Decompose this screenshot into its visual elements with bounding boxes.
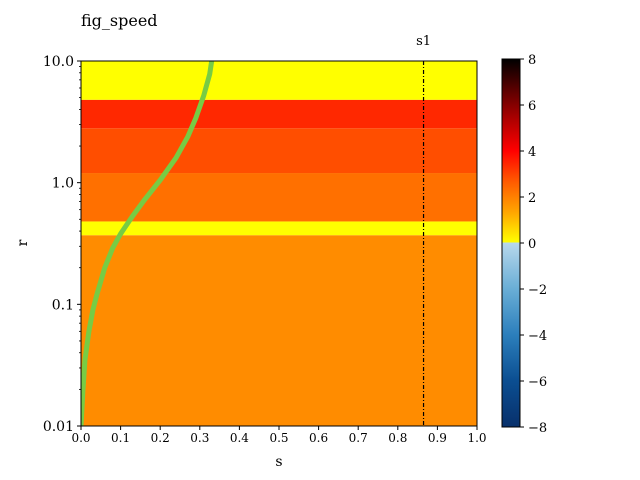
x-tick-label: 0.7 <box>349 431 368 445</box>
colorbar-tick-label: 8 <box>528 53 536 68</box>
colorbar-tick-label: 4 <box>528 145 536 160</box>
plot-area <box>81 61 477 426</box>
x-tick-label: 0.9 <box>428 431 447 445</box>
colorbar-tick-label: −4 <box>528 329 547 344</box>
x-tick-label: 0.0 <box>71 431 90 445</box>
heatmap-band-0 <box>81 235 477 426</box>
x-tick-label: 1.0 <box>467 431 486 445</box>
x-axis: 0.0 0.1 0.2 0.3 0.4 0.5 0.6 0.7 0.8 0.9 1.0 <box>71 426 487 445</box>
heatmap-band-4 <box>81 99 477 129</box>
colorbar-tick-label: −8 <box>528 421 547 436</box>
colorbar-positive-gradient <box>502 59 520 243</box>
colorbar-tick-label: 6 <box>528 99 536 114</box>
y-axis-label: r <box>15 239 31 246</box>
colorbar-tick-label: −6 <box>528 375 547 390</box>
x-axis-label: s <box>275 454 282 470</box>
data-curve <box>81 61 215 426</box>
heatmap-band-2 <box>81 173 477 222</box>
heatmap-bands <box>81 61 477 426</box>
colorbar-tick-label: −2 <box>528 283 547 298</box>
heatmap-band-1 <box>81 221 477 236</box>
colorbar: 8 6 4 2 0 −2 −4 −6 −8 <box>501 53 547 436</box>
heatmap-band-3 <box>81 128 477 174</box>
y-tick-label: 10.0 <box>43 54 74 70</box>
colorbar-ticks: 8 6 4 2 0 −2 −4 −6 −8 <box>520 53 547 436</box>
heatmap-band-5 <box>81 61 477 100</box>
y-tick-label: 0.1 <box>52 297 74 313</box>
y-tick-label: 1.0 <box>52 176 74 192</box>
x-tick-label: 0.5 <box>269 431 288 445</box>
colorbar-tick-label: 2 <box>528 191 536 206</box>
x-tick-label: 0.1 <box>111 431 130 445</box>
x-tick-label: 0.3 <box>190 431 209 445</box>
x-tick-label: 0.2 <box>151 431 170 445</box>
x-tick-label: 0.4 <box>230 431 249 445</box>
x-tick-label: 0.6 <box>309 431 328 445</box>
x-tick-label: 0.8 <box>388 431 407 445</box>
colorbar-tick-label: 0 <box>528 237 536 252</box>
y-tick-label: 0.01 <box>43 419 74 435</box>
chart-title: fig_speed <box>81 11 158 30</box>
s1-label: s1 <box>416 34 431 49</box>
y-axis: 0.01 0.1 1.0 10.0 <box>43 54 81 435</box>
colorbar-negative-gradient <box>502 242 520 427</box>
